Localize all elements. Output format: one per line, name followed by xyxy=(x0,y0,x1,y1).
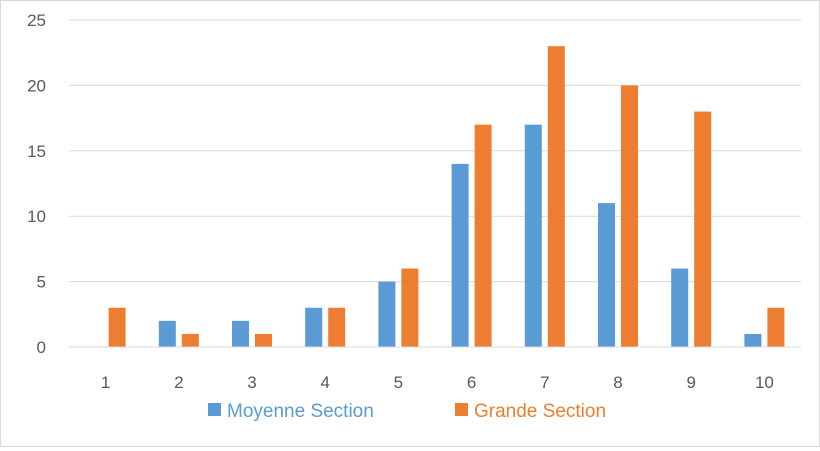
bar-moyenne-4 xyxy=(305,307,323,347)
y-tick-label: 15 xyxy=(27,142,46,161)
bar-grande-10 xyxy=(767,307,785,347)
bar-moyenne-10 xyxy=(744,333,762,347)
y-tick-label: 0 xyxy=(37,338,46,357)
x-tick-label: 2 xyxy=(174,373,183,392)
bar-moyenne-9 xyxy=(671,268,689,347)
legend-swatch-grande xyxy=(455,403,468,416)
y-tick-label: 5 xyxy=(37,273,46,292)
bar-moyenne-7 xyxy=(524,124,542,347)
x-tick-label: 9 xyxy=(686,373,695,392)
bar-grande-9 xyxy=(694,111,712,347)
x-tick-label: 3 xyxy=(247,373,256,392)
legend-label-grande: Grande Section xyxy=(474,401,606,422)
bar-moyenne-8 xyxy=(598,203,615,347)
bar-grande-1 xyxy=(108,307,126,347)
x-tick-label: 6 xyxy=(467,373,476,392)
x-tick-label: 7 xyxy=(540,373,549,392)
bar-grande-3 xyxy=(255,333,272,347)
legend-label-moyenne: Moyenne Section xyxy=(227,401,374,422)
bar-moyenne-6 xyxy=(451,163,469,347)
bar-grande-7 xyxy=(547,46,565,347)
bar-moyenne-5 xyxy=(378,281,396,347)
bar-grande-8 xyxy=(621,85,638,348)
x-tick-label: 4 xyxy=(320,373,329,392)
legend-swatch-moyenne xyxy=(208,403,221,416)
bar-grande-2 xyxy=(181,333,199,347)
y-tick-label: 10 xyxy=(27,207,46,226)
x-tick-label: 10 xyxy=(755,373,774,392)
x-tick-label: 5 xyxy=(394,373,403,392)
bar-moyenne-3 xyxy=(232,320,249,347)
bar-moyenne-2 xyxy=(158,320,176,347)
x-tick-label: 1 xyxy=(101,373,110,392)
y-tick-label: 25 xyxy=(27,11,46,30)
bar-grande-4 xyxy=(328,307,346,347)
x-tick-label: 8 xyxy=(613,373,622,392)
bar-grande-6 xyxy=(474,124,492,347)
y-tick-label: 20 xyxy=(27,76,46,95)
bar-grande-5 xyxy=(401,268,419,347)
